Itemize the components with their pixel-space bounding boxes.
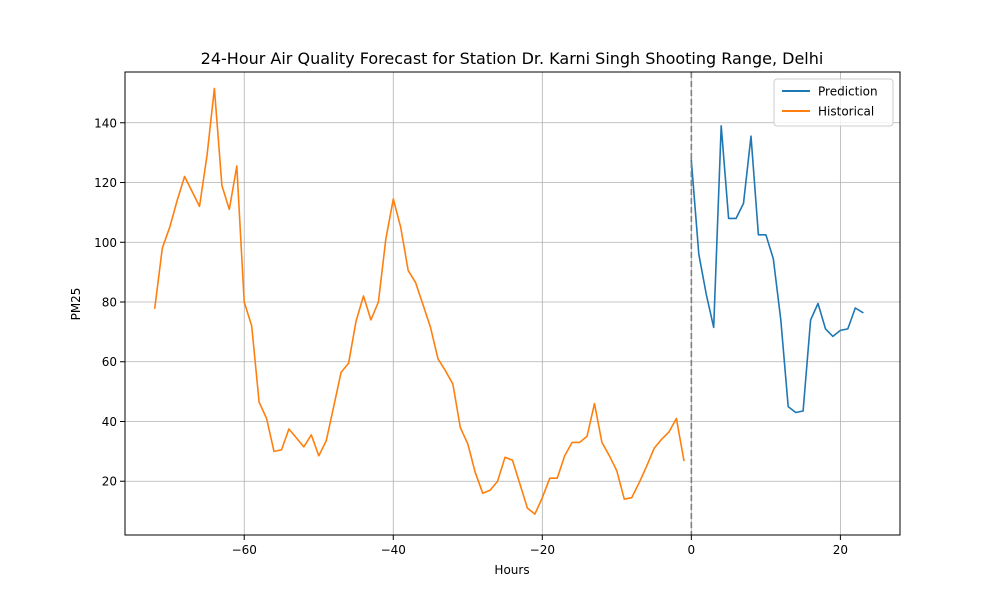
x-axis-label: Hours (494, 563, 529, 577)
series-line-historical (153, 87, 685, 515)
x-tick-label: −40 (381, 543, 406, 557)
series-line-prediction (690, 125, 864, 414)
chart-title: 24-Hour Air Quality Forecast for Station… (201, 49, 824, 68)
x-tick-label: 20 (833, 543, 848, 557)
y-tick-label: 140 (94, 116, 117, 130)
y-axis: 20 40 60 80 100 120 140 (94, 116, 125, 489)
x-axis: −60 −40 −20 0 20 (232, 535, 848, 557)
x-tick-label: −20 (530, 543, 555, 557)
x-tick-label: 0 (688, 543, 696, 557)
y-tick-label: 40 (102, 415, 117, 429)
y-tick-label: 120 (94, 176, 117, 190)
y-tick-label: 20 (102, 475, 117, 489)
plot-lines (153, 72, 864, 535)
y-axis-label: PM25 (69, 288, 83, 321)
y-tick-label: 100 (94, 236, 117, 250)
y-tick-label: 80 (102, 296, 117, 310)
plot-frame (124, 71, 901, 536)
x-tick-label: −60 (232, 543, 257, 557)
grid (125, 72, 900, 535)
y-tick-label: 60 (102, 355, 117, 369)
legend-label-prediction: Prediction (818, 85, 878, 99)
legend: Prediction Historical (773, 78, 894, 127)
legend-label-historical: Historical (818, 105, 874, 119)
